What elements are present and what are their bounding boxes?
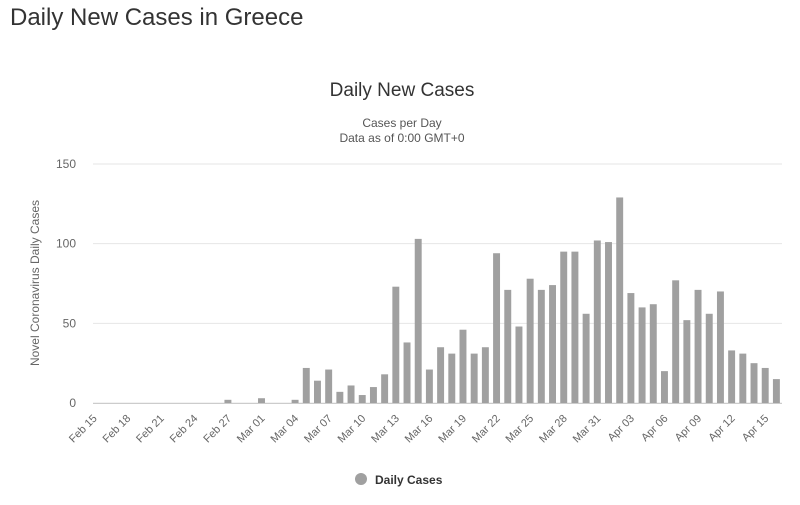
bar[interactable]: [616, 197, 624, 403]
chart-subtitle: Cases per Day: [362, 116, 441, 130]
bar[interactable]: [392, 286, 400, 403]
bar[interactable]: [549, 285, 557, 403]
bar[interactable]: [571, 251, 579, 403]
x-tick-label: Mar 31: [571, 413, 604, 446]
bar[interactable]: [638, 307, 646, 403]
bar[interactable]: [750, 363, 758, 403]
x-tick-label: Feb 27: [201, 413, 234, 446]
bar[interactable]: [504, 289, 512, 403]
legend-label-daily-cases[interactable]: Daily Cases: [375, 473, 443, 487]
x-tick-label: Mar 04: [268, 413, 301, 446]
x-tick-label: Mar 16: [403, 413, 436, 446]
bar[interactable]: [739, 353, 747, 403]
bar[interactable]: [526, 278, 534, 403]
y-tick-label: 150: [56, 157, 76, 171]
bar[interactable]: [683, 320, 691, 403]
x-tick-label: Feb 21: [134, 413, 167, 446]
bar[interactable]: [258, 398, 265, 403]
x-tick-label: Mar 19: [436, 413, 469, 446]
bar[interactable]: [414, 238, 422, 403]
bar[interactable]: [772, 379, 780, 403]
bar[interactable]: [291, 399, 299, 403]
bar[interactable]: [403, 342, 411, 403]
bars: [224, 197, 780, 403]
x-tick-label: Apr 06: [639, 413, 670, 444]
bar[interactable]: [470, 353, 478, 403]
chart-subtitle-date: Data as of 0:00 GMT+0: [339, 131, 464, 145]
legend[interactable]: Daily Cases: [355, 473, 443, 487]
bar[interactable]: [694, 289, 702, 403]
bar[interactable]: [605, 242, 612, 403]
y-tick-label: 100: [56, 237, 76, 251]
x-tick-label: Feb 24: [168, 413, 201, 446]
y-axis-label: Novel Coronavirus Daily Cases: [28, 200, 42, 366]
bar[interactable]: [537, 289, 545, 403]
x-tick-label: Mar 28: [537, 413, 570, 446]
x-tick-label: Mar 25: [504, 413, 537, 446]
bar[interactable]: [224, 399, 232, 403]
bar[interactable]: [369, 387, 377, 403]
bar[interactable]: [459, 329, 467, 403]
x-tick-label: Mar 22: [470, 413, 503, 446]
bar[interactable]: [325, 369, 333, 403]
x-tick-label: Apr 03: [606, 413, 637, 444]
bar[interactable]: [448, 353, 456, 403]
bar[interactable]: [660, 371, 668, 403]
y-tick-label: 50: [63, 316, 77, 330]
legend-marker-daily-cases: [355, 473, 367, 485]
bar[interactable]: [302, 367, 310, 403]
bar[interactable]: [672, 280, 680, 403]
bar[interactable]: [437, 347, 445, 403]
bar[interactable]: [582, 313, 590, 403]
x-tick-label: Apr 12: [706, 413, 737, 444]
bar[interactable]: [627, 293, 635, 403]
bar[interactable]: [347, 385, 355, 403]
bar[interactable]: [515, 326, 523, 403]
bar[interactable]: [358, 395, 366, 403]
bar[interactable]: [381, 374, 389, 403]
bar[interactable]: [336, 391, 344, 403]
bar[interactable]: [649, 304, 657, 403]
bar[interactable]: [716, 291, 724, 403]
y-axis-ticks: 0 50 100 150: [56, 157, 76, 410]
x-axis-ticks: Feb 15 Feb 18 Feb 21 Feb 24 Feb 27 Mar 01 Mar …: [67, 413, 771, 446]
x-tick-label: Feb 18: [101, 413, 134, 446]
x-tick-label: Apr 15: [740, 413, 771, 444]
bar[interactable]: [493, 253, 501, 403]
x-tick-label: Mar 13: [369, 413, 402, 446]
bar[interactable]: [728, 350, 736, 403]
x-tick-label: Feb 15: [67, 413, 100, 446]
x-tick-label: Mar 07: [302, 413, 335, 446]
bar[interactable]: [705, 313, 713, 403]
chart-title: Daily New Cases: [330, 80, 475, 101]
bar[interactable]: [593, 240, 601, 403]
x-tick-label: Mar 10: [336, 413, 369, 446]
y-tick-label: 0: [69, 396, 76, 410]
bar[interactable]: [560, 251, 568, 403]
bar[interactable]: [313, 380, 321, 403]
x-tick-label: Mar 01: [235, 413, 268, 446]
x-tick-label: Apr 09: [673, 413, 704, 444]
page-heading: Daily New Cases in Greece: [10, 4, 304, 31]
bar[interactable]: [481, 347, 489, 403]
bar[interactable]: [761, 367, 769, 403]
bar[interactable]: [425, 369, 433, 403]
